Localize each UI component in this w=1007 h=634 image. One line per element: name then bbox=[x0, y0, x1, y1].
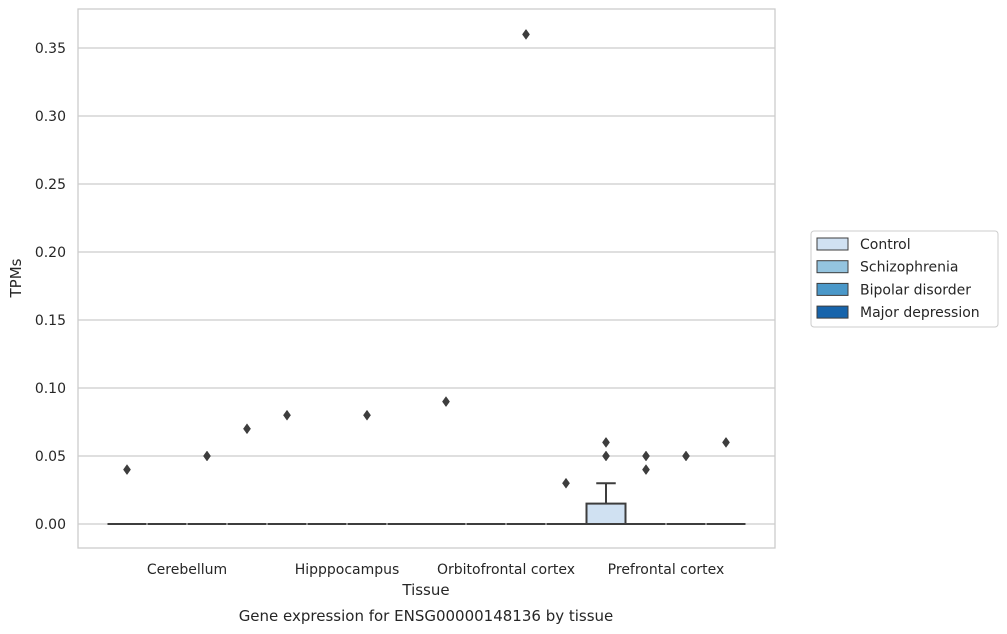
outlier-point bbox=[602, 436, 610, 448]
box-bipolar-disorder-3 bbox=[666, 450, 706, 525]
outlier-point bbox=[602, 450, 610, 462]
legend-label: Schizophrenia bbox=[860, 260, 958, 276]
y-tick-label: 0.25 bbox=[35, 177, 66, 193]
y-tick-label: 0.30 bbox=[35, 109, 66, 125]
axis-ticks: 0.00 0.05 0.10 0.15 0.20 0.25 0.30 0.35 Cerebell… bbox=[35, 41, 725, 578]
outlier-point bbox=[642, 450, 650, 462]
box-major-depression-2 bbox=[546, 477, 586, 525]
gridlines bbox=[78, 47, 775, 525]
x-axis-title: Tissue bbox=[401, 581, 449, 599]
x-tick-label: Cerebellum bbox=[147, 562, 227, 578]
box-control-2 bbox=[426, 396, 466, 525]
plot-area-frame bbox=[77, 8, 776, 549]
legend-swatch bbox=[816, 282, 849, 296]
box-control-1 bbox=[267, 409, 307, 525]
box-bipolar-disorder-0 bbox=[187, 450, 227, 525]
outlier-point bbox=[682, 450, 690, 462]
legend-swatch bbox=[816, 305, 849, 319]
box-plot-marks bbox=[107, 28, 746, 526]
outlier-point bbox=[522, 28, 530, 40]
y-tick-label: 0.10 bbox=[35, 381, 66, 397]
box-major-depression-3 bbox=[706, 436, 746, 525]
outlier-point bbox=[283, 409, 291, 421]
outlier-point bbox=[442, 396, 450, 408]
y-axis-title: TPMs bbox=[7, 258, 25, 298]
outlier-point bbox=[123, 464, 131, 476]
x-tick-label: Hipppocampus bbox=[295, 562, 400, 578]
legend: Control Schizophrenia Bipolar disorder Majo… bbox=[810, 230, 999, 328]
legend-swatch bbox=[816, 260, 849, 274]
x-tick-label: Prefrontal cortex bbox=[608, 562, 725, 578]
y-tick-label: 0.00 bbox=[35, 517, 66, 533]
outlier-point bbox=[363, 409, 371, 421]
outlier-point bbox=[642, 464, 650, 476]
legend-label: Control bbox=[860, 237, 911, 253]
outlier-point bbox=[722, 436, 730, 448]
legend-label: Major depression bbox=[860, 305, 980, 321]
legend-frame bbox=[810, 230, 999, 328]
box-bipolar-disorder-2 bbox=[506, 28, 546, 525]
outlier-point bbox=[203, 450, 211, 462]
outlier-point bbox=[243, 423, 251, 435]
y-tick-label: 0.15 bbox=[35, 313, 66, 329]
y-tick-label: 0.20 bbox=[35, 245, 66, 261]
legend-swatch bbox=[816, 237, 849, 251]
outlier-point bbox=[562, 477, 570, 489]
box-control-0 bbox=[107, 464, 147, 525]
box-major-depression-0 bbox=[227, 423, 267, 525]
box-control-3 bbox=[585, 436, 627, 526]
box-schizophrenia-3 bbox=[626, 450, 666, 525]
y-tick-label: 0.05 bbox=[35, 449, 66, 465]
box-bipolar-disorder-1 bbox=[347, 409, 387, 525]
box bbox=[585, 502, 627, 526]
y-tick-label: 0.35 bbox=[35, 41, 66, 57]
x-tick-label: Orbitofrontal cortex bbox=[437, 562, 575, 578]
legend-label: Bipolar disorder bbox=[860, 282, 971, 298]
figure-caption: Gene expression for ENSG00000148136 by t… bbox=[239, 607, 614, 625]
